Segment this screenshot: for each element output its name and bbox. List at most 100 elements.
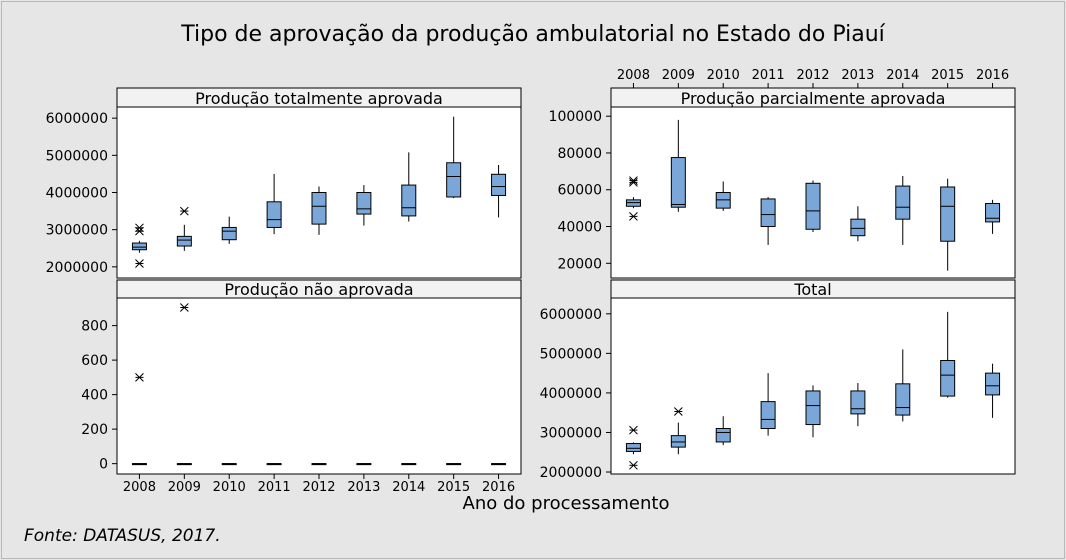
panel-2: Produção parcialmente aprovada 20000 40000…	[549, 68, 1016, 279]
y-tick-label: 2000000	[46, 260, 108, 276]
x-tick-label: 2008	[617, 68, 650, 83]
box-2014	[895, 349, 911, 422]
box-body	[221, 226, 237, 241]
y-tick-label: 60000	[557, 183, 602, 199]
y-tick-label: 0	[99, 457, 108, 473]
box-2016	[491, 164, 507, 218]
y-tick-label: 3000000	[540, 425, 602, 441]
y-tick-label: 600	[81, 353, 108, 369]
box-body	[311, 192, 327, 225]
y-tick-label: 3000000	[46, 223, 108, 239]
box-2012	[805, 385, 821, 438]
box-body	[760, 198, 776, 228]
box-body	[985, 203, 1001, 223]
x-tick-label: 2013	[347, 480, 380, 495]
outlier-marker	[629, 212, 638, 221]
box-2010	[715, 181, 731, 211]
box-2008	[625, 176, 641, 221]
x-tick-label: 2012	[796, 68, 829, 83]
panel-title: Produção totalmente aprovada	[195, 89, 443, 108]
x-tick-label: 2014	[392, 480, 425, 495]
box-2014	[895, 175, 911, 245]
box-body	[176, 235, 192, 247]
x-tick-label: 2009	[168, 480, 201, 495]
panel-title: Produção parcialmente aprovada	[681, 89, 946, 108]
x-tick-label: 2016	[482, 480, 515, 495]
box-body	[940, 359, 956, 397]
y-tick-label: 6000000	[46, 111, 108, 127]
box-body	[850, 390, 866, 415]
y-tick-label: 40000	[557, 220, 602, 236]
x-tick-label: 2010	[213, 480, 246, 495]
box-body	[670, 435, 686, 448]
box-2016	[491, 463, 507, 466]
y-tick-label: 5000000	[46, 148, 108, 164]
box-2016	[985, 199, 1001, 234]
box-2009	[670, 407, 686, 455]
y-tick-label: 5000000	[540, 346, 602, 362]
box-2009	[176, 206, 192, 251]
x-tick-label: 2008	[123, 480, 156, 495]
outlier-marker	[629, 425, 638, 435]
box-2010	[221, 216, 237, 244]
y-tick-label: 100000	[549, 109, 602, 125]
box-body	[266, 201, 282, 228]
outlier-marker	[673, 407, 683, 416]
panel-1: Produção totalmente aprovada 2000000 30000…	[46, 87, 522, 279]
outlier-marker	[629, 176, 638, 185]
outlier-marker	[179, 303, 189, 312]
panel-title-strip	[116, 87, 522, 108]
box-2011	[760, 197, 776, 245]
outlier-marker	[629, 178, 638, 187]
x-tick-label: 2013	[841, 68, 874, 83]
box-body	[805, 390, 821, 426]
box-2008	[131, 223, 147, 268]
y-tick-label: 400	[81, 388, 108, 404]
y-tick-label: 80000	[557, 146, 602, 162]
x-tick-label: 2011	[752, 68, 785, 83]
y-tick-label: 800	[81, 319, 108, 335]
box-body	[670, 157, 686, 208]
box-2013	[356, 185, 372, 226]
box-body	[805, 182, 821, 230]
box-body	[895, 383, 911, 416]
box-2008	[131, 373, 147, 466]
box-2015	[940, 178, 956, 271]
box-2013	[356, 463, 372, 466]
outlier-marker	[629, 460, 638, 470]
panel-title: Produção não aprovada	[224, 280, 413, 299]
box-body	[131, 242, 147, 251]
box-2012	[311, 186, 327, 235]
panel-title: Total	[793, 280, 831, 299]
outlier-marker	[135, 259, 144, 268]
panel-title-strip	[610, 279, 1016, 299]
panel-4: Total 2000000 3000000 4000000 5000000 6000000	[540, 279, 1016, 481]
outlier-marker	[135, 223, 144, 233]
x-tick-label: 2012	[302, 480, 335, 495]
box-2011	[266, 173, 282, 235]
box-2015	[446, 463, 462, 466]
box-2011	[266, 463, 282, 466]
x-tick-label: 2015	[931, 68, 964, 83]
box-2012	[805, 180, 821, 233]
box-2012	[311, 463, 327, 466]
box-2013	[850, 206, 866, 242]
box-body	[895, 185, 911, 220]
box-2015	[446, 116, 462, 199]
y-tick-label: 20000	[557, 256, 602, 272]
box-2009	[670, 119, 686, 212]
box-2016	[985, 363, 1001, 418]
outlier-marker	[179, 206, 189, 216]
box-body	[491, 173, 507, 196]
source-note: Fonte: DATASUS, 2017.	[24, 526, 221, 546]
x-tick-label: 2011	[258, 480, 291, 495]
box-2015	[940, 311, 956, 398]
box-2010	[715, 416, 731, 446]
panel-title-strip	[116, 279, 522, 299]
y-tick-label: 6000000	[540, 307, 602, 323]
panel-3: Produção não aprovada 0 200 400 600 800 2008 20…	[81, 279, 522, 495]
y-tick-label: 2000000	[540, 465, 602, 481]
box-body	[850, 218, 866, 237]
x-tick-label: 2015	[437, 480, 470, 495]
plot-area	[116, 297, 522, 475]
